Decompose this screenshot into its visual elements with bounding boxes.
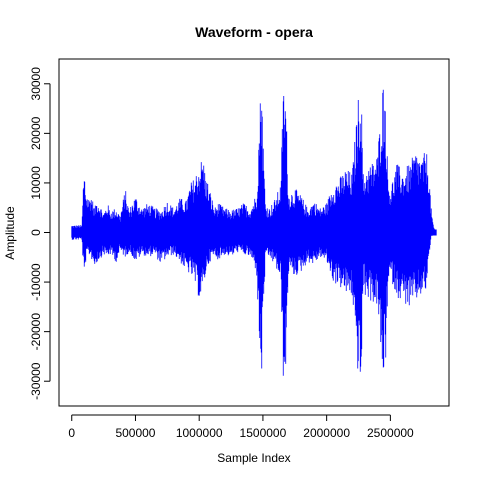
y-tick-label: 20000 <box>29 116 43 150</box>
y-tick-label: -10000 <box>29 263 43 301</box>
y-tick-label: 10000 <box>29 166 43 200</box>
chart-title: Waveform - opera <box>195 24 313 40</box>
plot-frame <box>58 58 450 407</box>
y-tick-label: 30000 <box>29 67 43 101</box>
y-axis-label: Amplitude <box>3 206 17 260</box>
x-tick-label: 2500000 <box>367 426 414 440</box>
x-axis-label: Sample Index <box>217 451 290 465</box>
y-axis-ticks: -30000 -20000 -10000 0 10000 20000 30000 <box>29 67 50 400</box>
series-layer <box>71 89 437 376</box>
x-tick-label: 1500000 <box>240 426 287 440</box>
y-tick-label: 0 <box>29 229 43 236</box>
x-tick-label: 500000 <box>115 426 155 440</box>
x-tick-label: 1000000 <box>176 426 223 440</box>
x-tick-label: 0 <box>68 426 75 440</box>
y-tick-label: -20000 <box>29 313 43 351</box>
x-axis-ticks: 0 500000 1000000 1500000 2000000 2500000 <box>68 415 414 440</box>
y-tick-label: -30000 <box>29 362 43 400</box>
x-tick-label: 2000000 <box>303 426 350 440</box>
